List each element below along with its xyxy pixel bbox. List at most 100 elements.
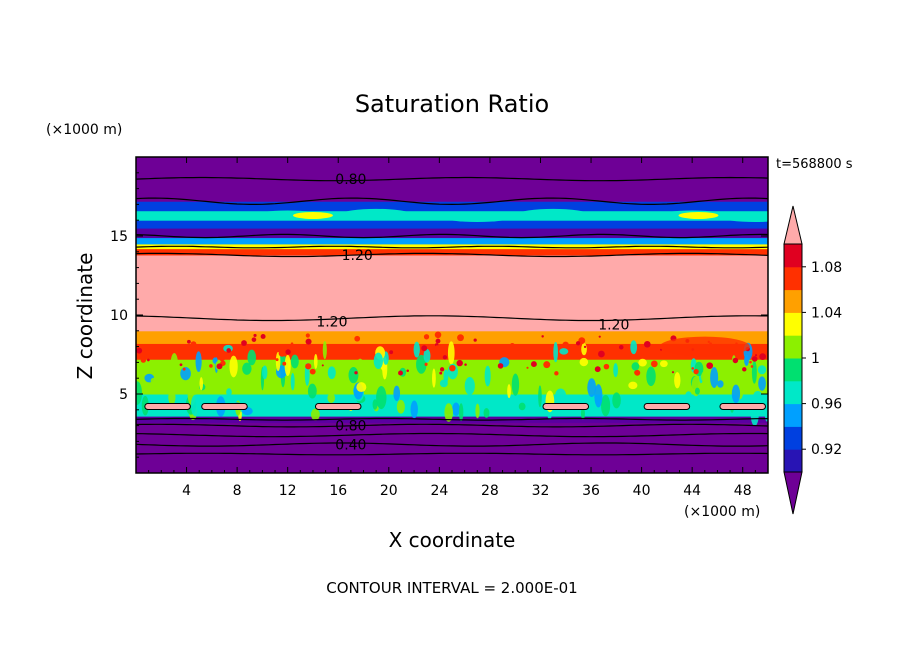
detail-speck [398, 370, 403, 376]
detail-speck [598, 350, 605, 358]
colorbar-under-triangle [783, 471, 803, 515]
saturation-detail-shapes [136, 208, 768, 426]
detail-speck [509, 343, 515, 348]
detail-blob [327, 393, 335, 403]
detail-blob [717, 380, 724, 388]
detail-pocket [201, 402, 248, 410]
detail-blob [190, 394, 200, 417]
detail-speck [751, 356, 758, 362]
detail-speck [706, 362, 714, 370]
detail-wave [519, 208, 588, 219]
detail-blob [475, 403, 480, 419]
detail-blob [630, 340, 638, 355]
detail-blob [310, 408, 320, 421]
detail-speck [643, 340, 651, 348]
z-unit-label: (×1000 m) [46, 122, 122, 138]
detail-blob [416, 354, 427, 374]
detail-speck [136, 347, 143, 354]
detail-blob [638, 358, 647, 367]
detail-wave [443, 212, 512, 223]
detail-blob [601, 372, 610, 386]
detail-blob [396, 399, 405, 414]
detail-speck [140, 357, 147, 363]
detail-speck [354, 335, 361, 342]
detail-blob [504, 366, 509, 373]
detail-speck [218, 355, 225, 362]
saturation-band [136, 237, 768, 245]
contour-line [136, 197, 768, 206]
detail-speck [309, 368, 316, 375]
detail-blob [247, 349, 257, 366]
detail-speck [562, 341, 569, 349]
detail-speck [671, 371, 675, 374]
detail-pocket [144, 402, 191, 410]
detail-speck [759, 353, 767, 360]
detail-speck [424, 362, 428, 366]
colorbar-tick-label: 1.08 [811, 260, 842, 276]
detail-speck [435, 338, 441, 344]
detail-blob [307, 383, 317, 399]
detail-blob [594, 384, 603, 408]
colorbar-tick-label: 1.04 [811, 305, 842, 321]
detail-blob [242, 362, 252, 375]
detail-speck [691, 367, 694, 370]
saturation-band [136, 201, 768, 212]
detail-speck [316, 346, 322, 352]
detail-speck [442, 355, 448, 360]
detail-blob [168, 389, 176, 405]
detail-speck [216, 363, 223, 370]
detail-speck [278, 349, 286, 357]
x-tick-label: 8 [233, 483, 242, 499]
contour-label: 1.20 [316, 314, 347, 330]
detail-blob [261, 365, 268, 380]
detail-blob [452, 402, 460, 416]
detail-blob [150, 377, 158, 384]
detail-speck [543, 361, 551, 369]
contour-line [136, 442, 768, 447]
detail-speck [232, 348, 236, 352]
contour-labels: 0.80 1.20 1.20 1.20 0.80 0.40 [316, 172, 629, 453]
detail-blob [447, 341, 455, 365]
detail-blob [348, 367, 359, 384]
detail-speck [434, 331, 442, 339]
detail-speck [285, 349, 291, 355]
detail-speck [750, 365, 754, 368]
detail-blob [701, 370, 711, 384]
x-tick-label: 16 [329, 483, 347, 499]
detail-speck [147, 358, 150, 362]
x-tick-label: 4 [182, 483, 191, 499]
colorbar: 0.92 0.96 1 1.04 1.08 [783, 205, 842, 515]
colorbar-cell [784, 289, 802, 313]
detail-speck [260, 333, 266, 339]
detail-blob [313, 353, 318, 369]
detail-speck [439, 371, 443, 375]
x-tick-label: 36 [582, 483, 600, 499]
detail-blob [464, 376, 475, 395]
contour-line [136, 423, 768, 428]
detail-blob [710, 367, 719, 388]
detail-speck [497, 363, 504, 369]
detail-speck [638, 348, 645, 356]
time-label: t=568800 s [776, 157, 853, 172]
contour-line [136, 245, 768, 249]
contour-label: 0.80 [335, 172, 366, 188]
detail-blob [612, 392, 621, 409]
detail-blob [290, 354, 299, 369]
detail-blob [195, 351, 202, 373]
detail-blob [199, 377, 204, 391]
saturation-bands [136, 157, 768, 473]
detail-speck [209, 364, 213, 368]
detail-speck [742, 367, 747, 372]
detail-speck [457, 334, 464, 342]
detail-blob [764, 405, 768, 422]
contour-line [136, 252, 768, 258]
detail-speck [389, 350, 394, 355]
detail-blob [731, 384, 741, 404]
detail-blob [744, 354, 749, 366]
contour-line [136, 176, 768, 182]
colorbar-cell [784, 403, 802, 427]
detail-wave-core [678, 211, 719, 219]
detail-speck [634, 369, 641, 376]
detail-speck [423, 334, 430, 340]
